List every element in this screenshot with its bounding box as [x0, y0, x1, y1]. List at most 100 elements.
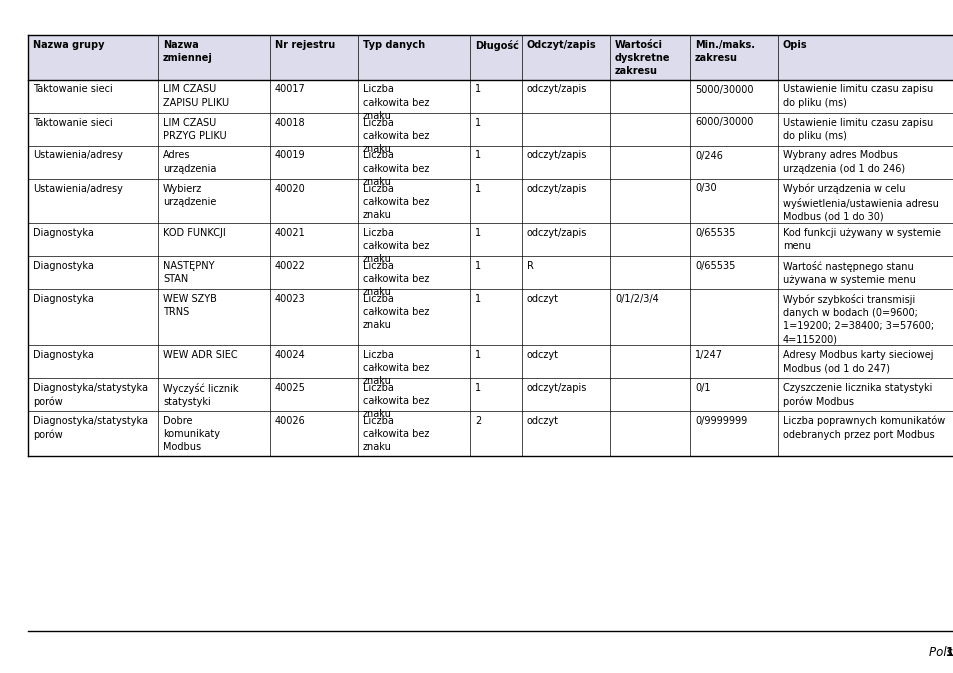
Text: Typ danych: Typ danych: [363, 40, 425, 50]
Text: Diagnostyka: Diagnostyka: [33, 350, 93, 360]
Text: 1/247: 1/247: [695, 350, 722, 360]
Text: odczyt/zapis: odczyt/zapis: [526, 184, 587, 194]
Text: Ustawienia/adresy: Ustawienia/adresy: [33, 151, 123, 160]
Text: Taktowanie sieci: Taktowanie sieci: [33, 85, 112, 94]
Text: odczyt/zapis: odczyt/zapis: [526, 228, 587, 238]
Text: WEW SZYB
TRNS: WEW SZYB TRNS: [163, 294, 216, 317]
Text: 5000/30000: 5000/30000: [695, 85, 753, 94]
Text: Adres
urządzenia: Adres urządzenia: [163, 151, 216, 174]
Text: 40023: 40023: [274, 294, 305, 304]
Text: odczyt/zapis: odczyt/zapis: [526, 85, 587, 94]
Text: WEW ADR SIEC: WEW ADR SIEC: [163, 350, 237, 360]
Text: 40020: 40020: [274, 184, 305, 194]
Text: Opis: Opis: [782, 40, 807, 50]
Text: odczyt: odczyt: [526, 416, 558, 426]
Bar: [28, 178, 953, 223]
Text: 1: 1: [475, 85, 480, 94]
Text: Diagnostyka/statystyka
porów: Diagnostyka/statystyka porów: [33, 383, 148, 407]
Text: Wybór urządzenia w celu
wyświetlenia/ustawienia adresu
Modbus (od 1 do 30): Wybór urządzenia w celu wyświetlenia/ust…: [782, 184, 938, 222]
Bar: [28, 411, 953, 456]
Text: Ustawienie limitu czasu zapisu
do pliku (ms): Ustawienie limitu czasu zapisu do pliku …: [782, 85, 932, 108]
Text: 40024: 40024: [274, 350, 305, 360]
Text: Długość: Długość: [475, 40, 518, 51]
Bar: [28, 79, 953, 112]
Bar: [28, 345, 953, 378]
Text: Nazwa
zmiennej: Nazwa zmiennej: [163, 40, 213, 63]
Bar: [28, 378, 953, 411]
Text: odczyt/zapis: odczyt/zapis: [526, 383, 587, 393]
Text: Liczba
całkowita bez
znaku: Liczba całkowita bez znaku: [363, 416, 429, 452]
Text: Ustawienia/adresy: Ustawienia/adresy: [33, 184, 123, 194]
Text: 1: 1: [475, 184, 480, 194]
Text: Liczba
całkowita bez
znaku: Liczba całkowita bez znaku: [363, 228, 429, 264]
Text: LIM CZASU
PRZYG PLIKU: LIM CZASU PRZYG PLIKU: [163, 118, 227, 141]
Text: 40022: 40022: [274, 261, 306, 271]
Text: Taktowanie sieci: Taktowanie sieci: [33, 118, 112, 127]
Text: Liczba
całkowita bez
znaku: Liczba całkowita bez znaku: [363, 151, 429, 187]
Text: 1: 1: [475, 118, 480, 127]
Text: 40019: 40019: [274, 151, 305, 160]
Text: R: R: [526, 261, 534, 271]
Text: 0/30: 0/30: [695, 184, 716, 194]
Text: 1: 1: [475, 261, 480, 271]
Text: Liczba
całkowita bez
znaku: Liczba całkowita bez znaku: [363, 85, 429, 121]
Bar: [28, 35, 953, 79]
Text: 0/1/2/3/4: 0/1/2/3/4: [615, 294, 659, 304]
Text: 40018: 40018: [274, 118, 305, 127]
Text: Liczba
całkowita bez
znaku: Liczba całkowita bez znaku: [363, 350, 429, 386]
Bar: [28, 256, 953, 289]
Bar: [28, 289, 953, 345]
Text: Diagnostyka: Diagnostyka: [33, 294, 93, 304]
Text: Odczyt/zapis: Odczyt/zapis: [526, 40, 596, 50]
Text: 40017: 40017: [274, 85, 305, 94]
Text: Min./maks.
zakresu: Min./maks. zakresu: [695, 40, 754, 63]
Text: odczyt: odczyt: [526, 294, 558, 304]
Text: Nr rejestru: Nr rejestru: [274, 40, 335, 50]
Text: Liczba
całkowita bez
znaku: Liczba całkowita bez znaku: [363, 294, 429, 330]
Text: 2: 2: [475, 416, 480, 426]
Text: 40025: 40025: [274, 383, 306, 393]
Text: Liczba
całkowita bez
znaku: Liczba całkowita bez znaku: [363, 383, 429, 419]
Text: Wybór szybkości transmisji
danych w bodach (0=9600;
1=19200; 2=38400; 3=57600;
4: Wybór szybkości transmisji danych w boda…: [782, 294, 933, 345]
Text: 0/65535: 0/65535: [695, 261, 735, 271]
Text: Czyszczenie licznika statystyki
porów Modbus: Czyszczenie licznika statystyki porów Mo…: [782, 383, 931, 407]
Text: Adresy Modbus karty sieciowej
Modbus (od 1 do 247): Adresy Modbus karty sieciowej Modbus (od…: [782, 350, 933, 374]
Text: Diagnostyka/statystyka
porów: Diagnostyka/statystyka porów: [33, 416, 148, 440]
Text: Liczba
całkowita bez
znaku: Liczba całkowita bez znaku: [363, 184, 429, 220]
Text: 1: 1: [475, 228, 480, 238]
Text: Wartości
dyskretne
zakresu: Wartości dyskretne zakresu: [615, 40, 670, 77]
Text: 0/9999999: 0/9999999: [695, 416, 746, 426]
Text: 0/65535: 0/65535: [695, 228, 735, 238]
Text: 1: 1: [475, 383, 480, 393]
Text: 0/1: 0/1: [695, 383, 710, 393]
Text: Diagnostyka: Diagnostyka: [33, 261, 93, 271]
Text: Liczba poprawnych komunikatów
odebranych przez port Modbus: Liczba poprawnych komunikatów odebranych…: [782, 416, 944, 439]
Text: Wybrany adres Modbus
urządzenia (od 1 do 246): Wybrany adres Modbus urządzenia (od 1 do…: [782, 151, 904, 174]
Text: KOD FUNKCJI: KOD FUNKCJI: [163, 228, 226, 238]
Text: Liczba
całkowita bez
znaku: Liczba całkowita bez znaku: [363, 261, 429, 297]
Text: 1: 1: [475, 350, 480, 360]
Text: 40021: 40021: [274, 228, 305, 238]
Text: NASTĘPNY
STAN: NASTĘPNY STAN: [163, 261, 214, 284]
Text: odczyt/zapis: odczyt/zapis: [526, 151, 587, 160]
Text: Dobre
komunikaty
Modbus: Dobre komunikaty Modbus: [163, 416, 220, 452]
Text: 1: 1: [475, 294, 480, 304]
Text: Liczba
całkowita bez
znaku: Liczba całkowita bez znaku: [363, 118, 429, 154]
Text: 0/246: 0/246: [695, 151, 722, 160]
Text: Wybierz
urządzenie: Wybierz urządzenie: [163, 184, 216, 207]
Text: Polski: Polski: [928, 647, 953, 660]
Text: Wartość następnego stanu
używana w systemie menu: Wartość następnego stanu używana w syste…: [782, 261, 915, 285]
Text: 40026: 40026: [274, 416, 305, 426]
Text: Ustawienie limitu czasu zapisu
do pliku (ms): Ustawienie limitu czasu zapisu do pliku …: [782, 118, 932, 141]
Text: 1: 1: [475, 151, 480, 160]
Text: Kod funkcji używany w systemie
menu: Kod funkcji używany w systemie menu: [782, 228, 940, 251]
Text: Wyczyść licznik
statystyki: Wyczyść licznik statystyki: [163, 383, 238, 407]
Text: LIM CZASU
ZAPISU PLIKU: LIM CZASU ZAPISU PLIKU: [163, 85, 229, 108]
Bar: [28, 145, 953, 178]
Bar: [28, 112, 953, 145]
Text: odczyt: odczyt: [526, 350, 558, 360]
Text: 135: 135: [944, 647, 953, 660]
Text: Diagnostyka: Diagnostyka: [33, 228, 93, 238]
Text: Nazwa grupy: Nazwa grupy: [33, 40, 105, 50]
Text: 6000/30000: 6000/30000: [695, 118, 753, 127]
